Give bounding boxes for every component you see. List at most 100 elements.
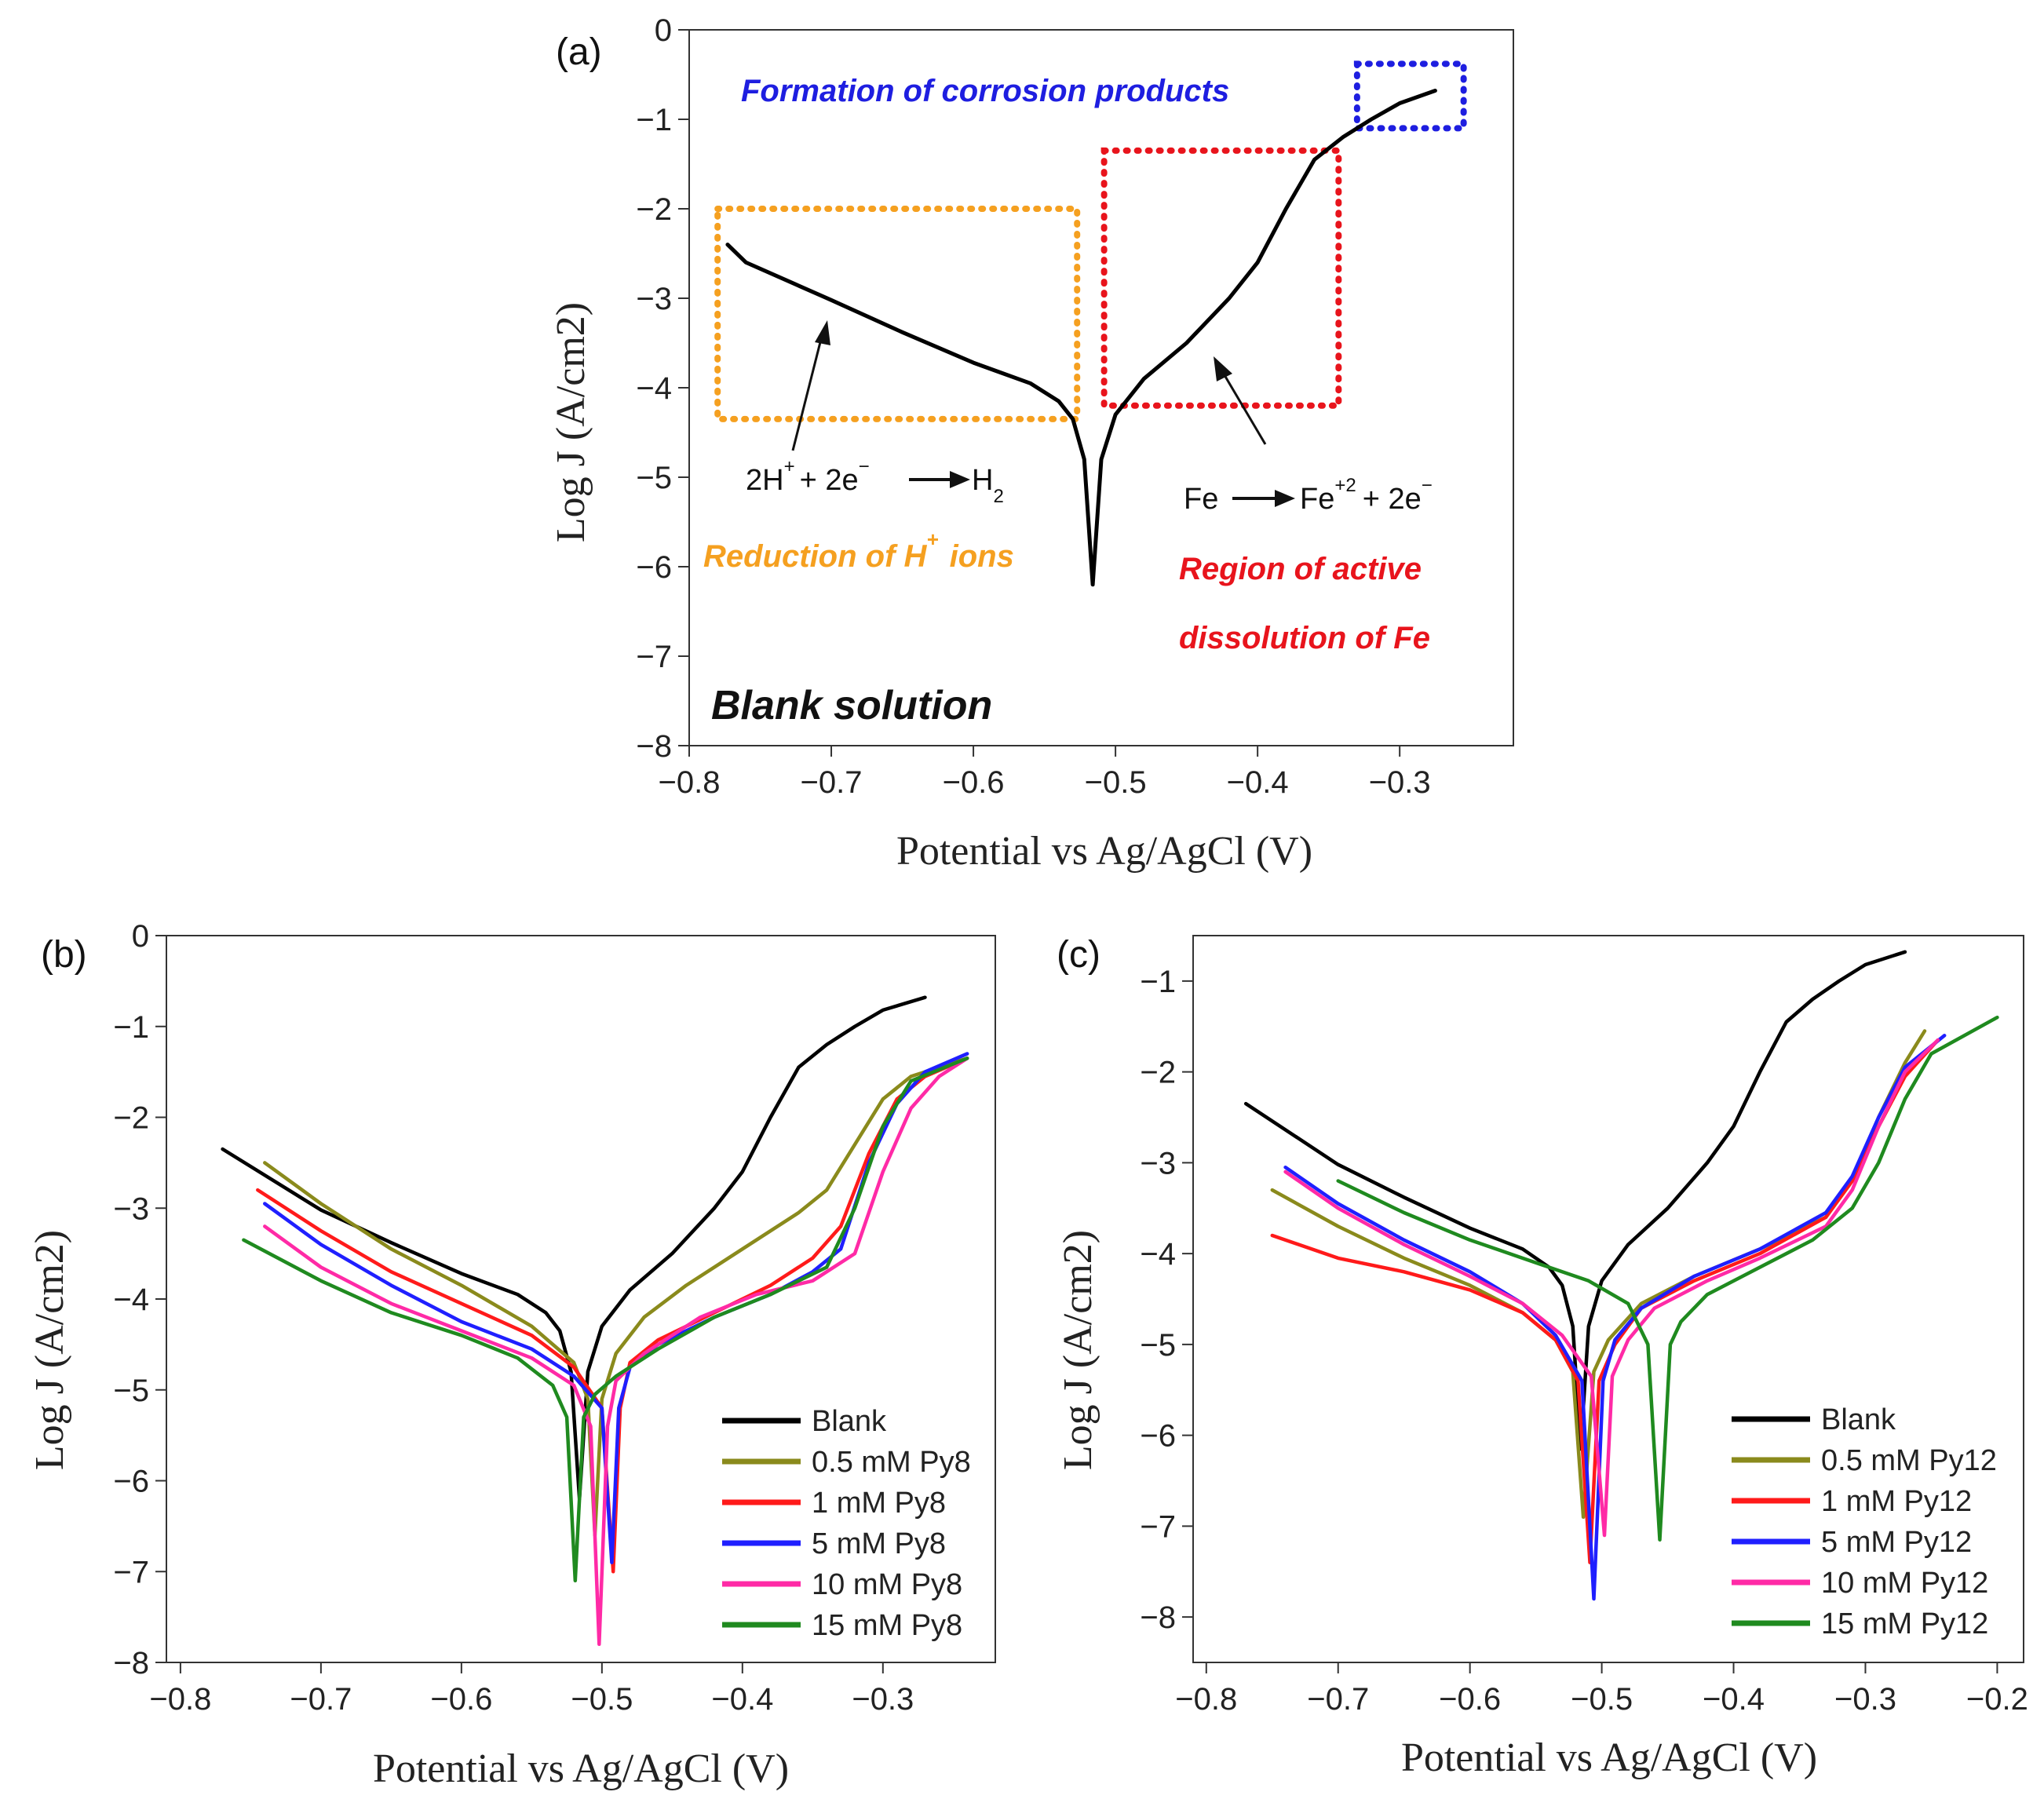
series-line-0-5-mm-py8 xyxy=(263,1056,969,1538)
series-line-10-mm-py8 xyxy=(263,1056,969,1647)
y-axis-label-text: Log J (A/cm2) xyxy=(549,302,593,542)
eq-fe-part: + 2e xyxy=(1363,483,1422,516)
pointer-arrow-head-icon xyxy=(815,320,830,345)
x-tick-label: −0.6 xyxy=(430,1682,492,1717)
x-axis-label: Potential vs Ag/AgCl (V) xyxy=(373,1746,789,1791)
y-axis-label-text: Log J (A/cm2) xyxy=(1056,1230,1100,1470)
series-lines xyxy=(221,995,969,1647)
y-tick-label: 0 xyxy=(655,13,672,48)
y-tick-label: −3 xyxy=(113,1191,149,1226)
eq-fe-sup: − xyxy=(1422,475,1433,496)
eq-h-part: H xyxy=(972,464,993,497)
y-tick-label: −8 xyxy=(113,1646,149,1680)
x-tick-label: −0.7 xyxy=(801,765,863,800)
corrosion-box xyxy=(1353,60,1467,132)
y-tick-label: −7 xyxy=(1140,1509,1176,1544)
axis-ticks: −0.8 −0.7 −0.6 −0.5 −0.4 −0.3 0 −1 −2 −3 −4 −5 −6 −7 −… xyxy=(113,919,914,1717)
axis-ticks: −0.8 −0.7 −0.6 −0.5 −0.4 −0.3 −0.2 −1 −2 −3 −4 −5 −6… xyxy=(1140,965,2028,1717)
legend-label: 15 mM Py12 xyxy=(1821,1607,1988,1640)
x-tick-label: −0.8 xyxy=(149,1682,211,1717)
y-tick-label: −5 xyxy=(113,1374,149,1408)
x-tick-label: −0.7 xyxy=(290,1682,352,1717)
series-line-1-mm-py8 xyxy=(256,1056,969,1574)
y-tick-label: −7 xyxy=(113,1555,149,1589)
reduction-text: Reduction of H xyxy=(703,539,928,574)
plot-border xyxy=(1192,935,2024,1663)
eq-h-sup: − xyxy=(859,456,870,477)
y-axis-label: Log J (A/cm2) xyxy=(1056,1230,1100,1470)
region-annotation-line1: Region of active xyxy=(1179,552,1422,586)
h-arrow-head-icon xyxy=(950,471,970,488)
y-tick-label: −8 xyxy=(1140,1600,1176,1635)
legend-label: Blank xyxy=(1821,1403,1896,1436)
eq-h-part: + 2e xyxy=(800,464,859,497)
y-tick-label: −2 xyxy=(1140,1056,1176,1090)
reduction-box xyxy=(714,206,1081,422)
series-lines xyxy=(725,89,1437,587)
legend-label: 15 mM Py8 xyxy=(812,1609,962,1642)
panel-c: −0.8 −0.7 −0.6 −0.5 −0.4 −0.3 −0.2 −1 −2 −3 −4 −5 −6… xyxy=(1056,934,2028,1780)
y-tick-label: 0 xyxy=(132,919,149,954)
legend-label: 5 mM Py12 xyxy=(1821,1526,1972,1559)
x-tick-label: −0.4 xyxy=(1703,1682,1765,1717)
panel-label: (b) xyxy=(41,934,87,976)
y-tick-label: −2 xyxy=(636,192,672,227)
eq-fe-sup: +2 xyxy=(1334,475,1356,496)
annotation-boxes xyxy=(714,60,1467,422)
legend-label: 0.5 mM Py8 xyxy=(812,1446,971,1479)
series-line-blank xyxy=(1243,950,1907,1451)
x-tick-label: −0.3 xyxy=(1369,765,1431,800)
x-tick-label: −0.3 xyxy=(1834,1682,1896,1717)
y-tick-label: −5 xyxy=(1140,1328,1176,1363)
y-tick-label: −6 xyxy=(636,550,672,585)
y-axis-label: Log J (A/cm2) xyxy=(549,302,593,542)
y-tick-label: −3 xyxy=(1140,1146,1176,1181)
legend-label: 5 mM Py8 xyxy=(812,1527,946,1560)
hydrogen-product: H2 xyxy=(972,464,1004,507)
x-tick-label: −0.8 xyxy=(1175,1682,1237,1717)
panel-label: (c) xyxy=(1057,934,1100,976)
pointer-arrow-line xyxy=(791,338,823,451)
legend-label: 0.5 mM Py12 xyxy=(1821,1444,1997,1477)
y-tick-label: −4 xyxy=(636,371,672,406)
legend: Blank 0.5 mM Py12 1 mM Py12 5 mM Py12 10 mM … xyxy=(1732,1403,1997,1640)
legend-label: 1 mM Py8 xyxy=(812,1487,946,1520)
y-tick-label: −1 xyxy=(636,103,672,137)
reduction-annotation: Reduction of H+ ions xyxy=(703,527,1014,574)
panel-label: (a) xyxy=(556,31,602,73)
plot-frame xyxy=(1192,935,2024,1663)
pointer-arrow-line xyxy=(1223,374,1267,445)
legend: Blank 0.5 mM Py8 1 mM Py8 5 mM Py8 10 mM Py8… xyxy=(722,1405,971,1642)
x-tick-label: −0.4 xyxy=(711,1682,773,1717)
y-axis-label-text: Log J (A/cm2) xyxy=(27,1230,72,1470)
y-tick-label: −1 xyxy=(113,1010,149,1045)
x-tick-label: −0.4 xyxy=(1227,765,1289,800)
fe-arrow-head-icon xyxy=(1275,490,1295,507)
y-tick-label: −5 xyxy=(636,461,672,495)
x-tick-label: −0.5 xyxy=(571,1682,633,1717)
x-tick-label: −0.7 xyxy=(1307,1682,1369,1717)
legend-label: Blank xyxy=(812,1405,887,1438)
x-tick-label: −0.5 xyxy=(1571,1682,1633,1717)
eq-h-part: 2H xyxy=(746,464,784,497)
eq-fe-part: Fe xyxy=(1300,483,1334,516)
series-line-5-mm-py12 xyxy=(1283,1034,1947,1601)
x-tick-label: −0.5 xyxy=(1085,765,1147,800)
eq-h-sup: + xyxy=(784,456,795,477)
y-axis-label: Log J (A/cm2) xyxy=(27,1230,72,1470)
x-tick-label: −0.6 xyxy=(943,765,1005,800)
blank-solution-label: Blank solution xyxy=(711,683,992,728)
y-tick-label: −4 xyxy=(1140,1237,1176,1272)
panel-a: −0.8 −0.7 −0.6 −0.5 −0.4 −0.30−1−2−3−4−5−6−7−… xyxy=(549,13,1514,874)
series-line-blank xyxy=(221,995,927,1501)
y-tick-label: −4 xyxy=(113,1283,149,1317)
iron-equation: Fe xyxy=(1184,483,1218,516)
legend-label: 10 mM Py8 xyxy=(812,1568,962,1601)
x-tick-label: −0.3 xyxy=(852,1682,914,1717)
y-tick-label: −3 xyxy=(636,282,672,316)
dissolution-box xyxy=(1100,147,1342,409)
y-tick-label: −6 xyxy=(1140,1419,1176,1454)
corrosion-products-annotation: Formation of corrosion products xyxy=(741,74,1229,108)
